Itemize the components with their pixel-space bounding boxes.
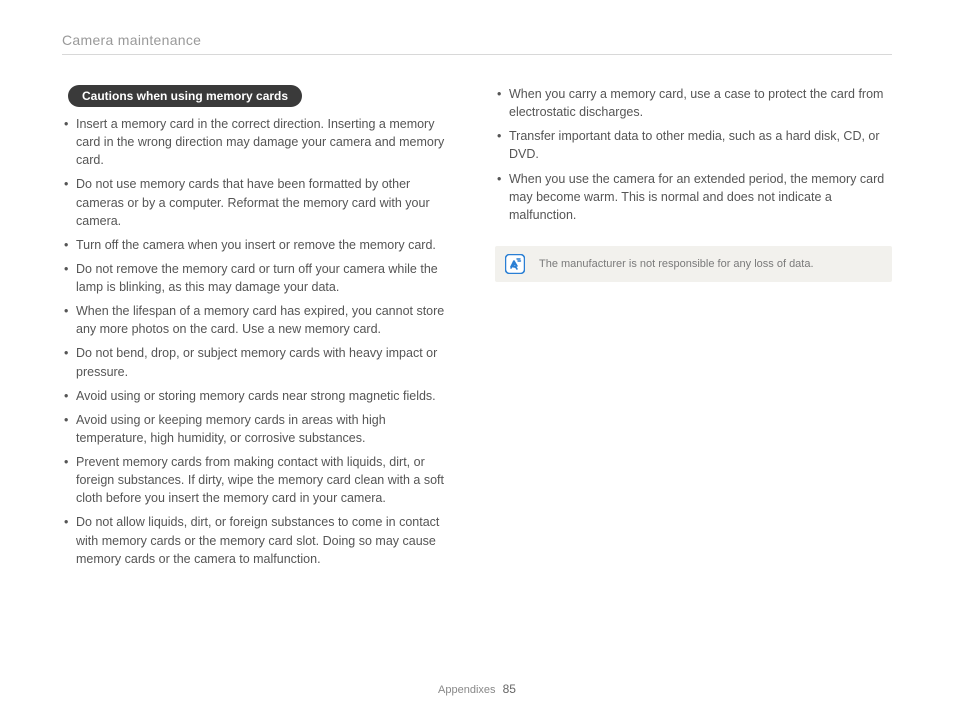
- footer-page-number: 85: [503, 682, 516, 696]
- right-column: When you carry a memory card, use a case…: [495, 85, 892, 574]
- page-container: Camera maintenance Cautions when using m…: [0, 0, 954, 574]
- list-item: Transfer important data to other media, …: [495, 127, 892, 163]
- list-item: Do not remove the memory card or turn of…: [62, 260, 459, 296]
- section-badge: Cautions when using memory cards: [68, 85, 302, 107]
- list-item: Do not use memory cards that have been f…: [62, 175, 459, 229]
- page-title: Camera maintenance: [62, 32, 892, 55]
- list-item: Avoid using or keeping memory cards in a…: [62, 411, 459, 447]
- list-item: Do not bend, drop, or subject memory car…: [62, 344, 459, 380]
- list-item: Avoid using or storing memory cards near…: [62, 387, 459, 405]
- left-column: Cautions when using memory cards Insert …: [62, 85, 459, 574]
- note-icon: [505, 254, 525, 274]
- page-footer: Appendixes 85: [0, 682, 954, 696]
- list-item: When you carry a memory card, use a case…: [495, 85, 892, 121]
- list-item: Turn off the camera when you insert or r…: [62, 236, 459, 254]
- left-bullet-list: Insert a memory card in the correct dire…: [62, 115, 459, 568]
- list-item: When you use the camera for an extended …: [495, 170, 892, 224]
- content-columns: Cautions when using memory cards Insert …: [62, 85, 892, 574]
- note-text: The manufacturer is not responsible for …: [539, 258, 814, 270]
- list-item: Insert a memory card in the correct dire…: [62, 115, 459, 169]
- list-item: Do not allow liquids, dirt, or foreign s…: [62, 513, 459, 567]
- footer-section: Appendixes: [438, 684, 496, 696]
- list-item: Prevent memory cards from making contact…: [62, 453, 459, 507]
- note-box: The manufacturer is not responsible for …: [495, 246, 892, 282]
- right-bullet-list: When you carry a memory card, use a case…: [495, 85, 892, 224]
- list-item: When the lifespan of a memory card has e…: [62, 302, 459, 338]
